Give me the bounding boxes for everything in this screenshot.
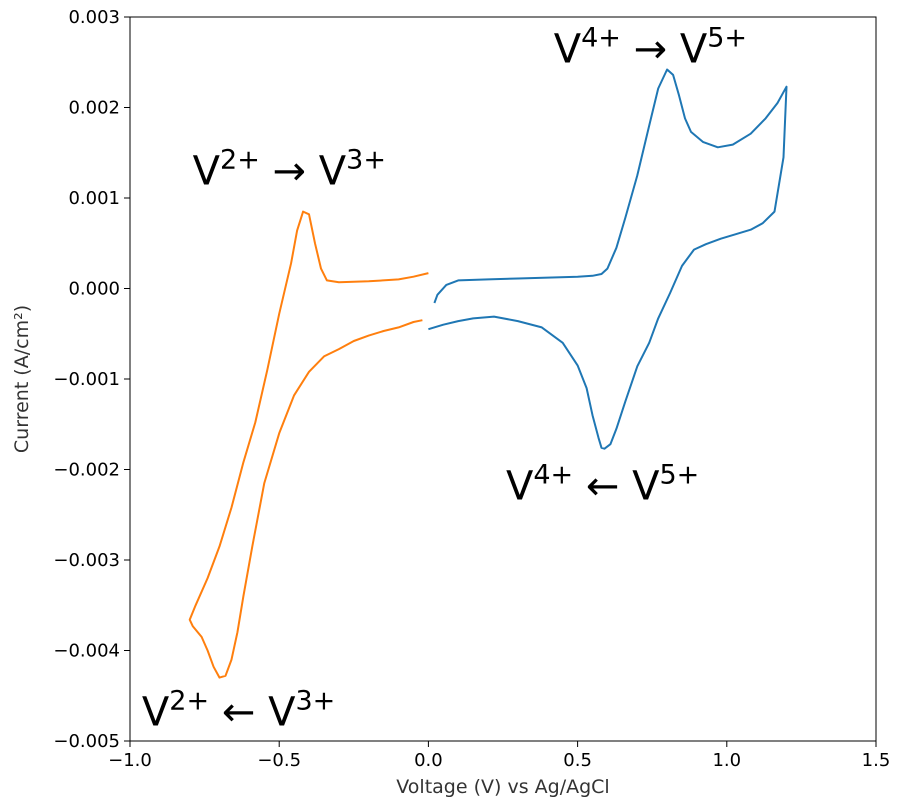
x-tick-label: 1.0: [712, 750, 741, 771]
redox-annotation-2: V2+ → V3+: [193, 144, 386, 194]
x-axis-label: Voltage (V) vs Ag/AgCl: [396, 776, 609, 798]
x-tick-label: 1.5: [862, 750, 891, 771]
redox-annotation-1: V4+ → V5+: [554, 22, 747, 72]
y-tick-label: 0.003: [68, 7, 120, 28]
plot-frame: [129, 16, 877, 742]
y-tick-label: 0.001: [68, 188, 120, 209]
y-tick-label: −0.002: [53, 460, 120, 481]
y-tick-label: −0.001: [53, 369, 120, 390]
annotation-layer: V4+ → V5+ V2+ → V3+ V4+ ← V5+ V2+ ← V3+: [142, 22, 747, 735]
series-line-2: [188, 210, 429, 679]
x-tick-label: 0.5: [563, 750, 592, 771]
redox-annotation-4: V2+ ← V3+: [142, 686, 335, 736]
x-tick-label: 0.0: [414, 750, 443, 771]
x-tick-label: −0.5: [257, 750, 301, 771]
series-layer: [188, 68, 788, 679]
y-tick-label: 0.000: [68, 279, 120, 300]
y-tick-label: −0.005: [53, 731, 120, 752]
redox-annotation-3: V4+ ← V5+: [506, 459, 699, 509]
y-tick-label: −0.004: [53, 641, 120, 662]
series-line-1: [428, 68, 788, 450]
y-axis-label: Current (A/cm²): [11, 305, 33, 453]
y-tick-label: 0.002: [68, 98, 120, 119]
y-tick-label: −0.003: [53, 550, 120, 571]
x-axis: −1.0 −0.5 0.0 0.5 1.0 1.5: [108, 741, 890, 771]
x-tick-label: −1.0: [108, 750, 152, 771]
y-axis: −0.005 −0.004 −0.003 −0.002 −0.001 0.000 0.001…: [53, 7, 130, 752]
